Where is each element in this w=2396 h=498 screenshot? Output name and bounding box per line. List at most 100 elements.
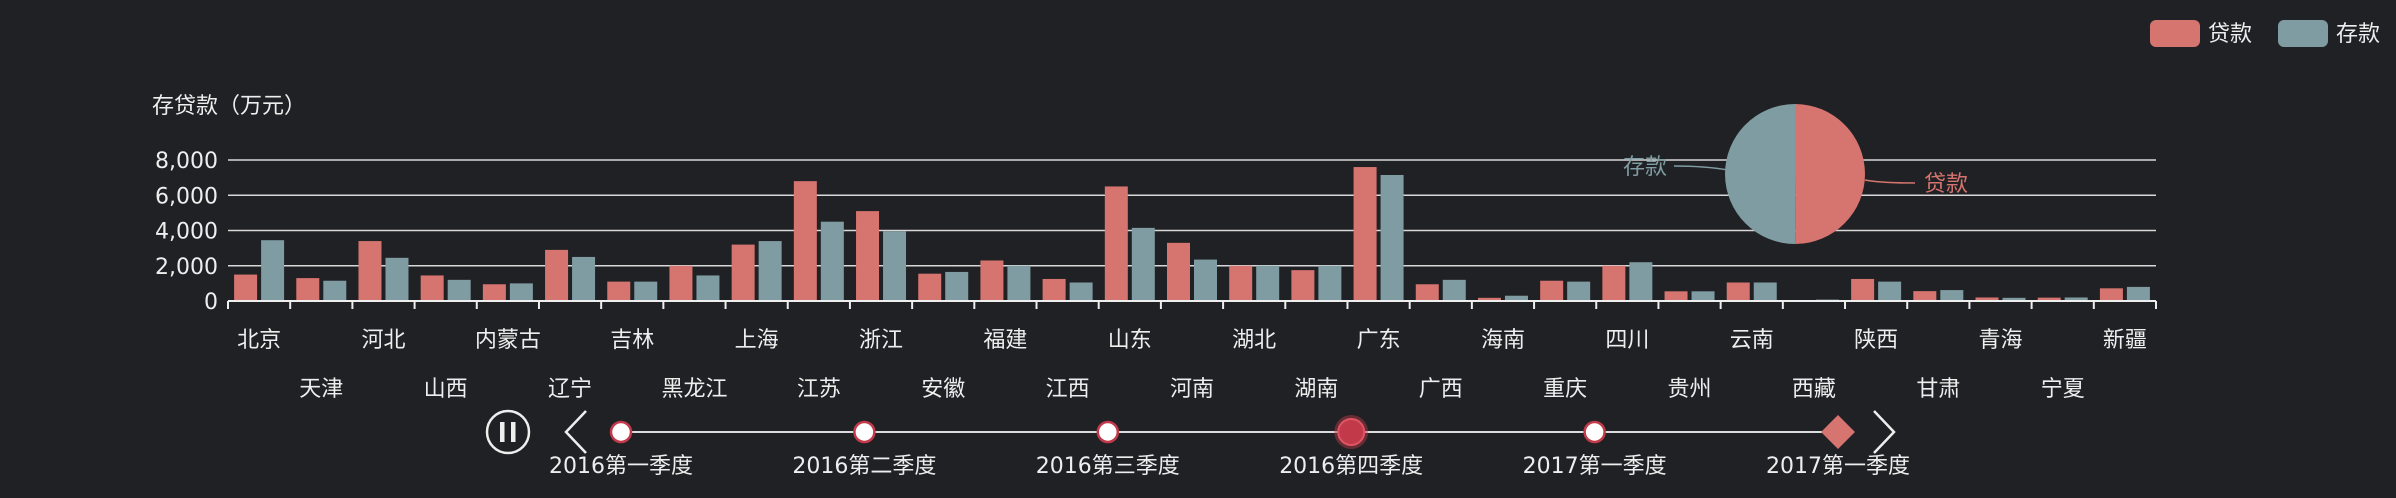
bar-loan[interactable] <box>918 273 942 301</box>
y-tick-label: 6,000 <box>155 184 218 209</box>
timeline-label[interactable]: 2017第一季度 <box>1523 454 1667 479</box>
legend-label-loan: 贷款 <box>2208 22 2252 47</box>
bar-loan[interactable] <box>420 275 444 301</box>
timeline-prev-button[interactable] <box>564 410 587 454</box>
bar-deposit[interactable] <box>1442 279 1466 301</box>
x-tick-label: 北京 <box>237 328 281 353</box>
bar-loan[interactable] <box>545 249 569 301</box>
x-tick-label: 湖北 <box>1232 328 1276 353</box>
timeline-point[interactable] <box>853 420 876 444</box>
bar-deposit[interactable] <box>509 283 533 301</box>
bar-loan[interactable] <box>1104 186 1128 301</box>
legend-item-loan[interactable]: 贷款 <box>2150 20 2252 47</box>
bar-loan[interactable] <box>1602 265 1626 301</box>
bar-loan[interactable] <box>1975 297 1999 301</box>
timeline-label[interactable]: 2016第四季度 <box>1279 454 1423 479</box>
x-tick-label: 广西 <box>1419 377 1463 402</box>
bar-deposit[interactable] <box>1131 227 1155 301</box>
bar-loan[interactable] <box>856 211 880 301</box>
x-axis <box>227 300 2157 309</box>
bar-deposit[interactable] <box>2064 297 2088 301</box>
bar-loan[interactable] <box>1042 278 1066 301</box>
y-axis-label: 存贷款（万元） <box>152 94 306 119</box>
bar-loan[interactable] <box>1415 284 1439 301</box>
bar-deposit[interactable] <box>1194 259 1217 301</box>
bar-loan[interactable] <box>296 278 320 301</box>
bar-loan[interactable] <box>1353 167 1377 301</box>
bar-deposit[interactable] <box>1256 265 1280 301</box>
bar-deposit[interactable] <box>1007 265 1031 301</box>
pause-icon <box>500 422 505 442</box>
bar-loan[interactable] <box>234 274 258 301</box>
bar-deposit[interactable] <box>883 231 907 301</box>
bar-deposit[interactable] <box>2126 286 2150 301</box>
bar-loan[interactable] <box>1477 297 1501 301</box>
y-tick-label: 4,000 <box>155 220 218 245</box>
bar-loan[interactable] <box>793 181 817 301</box>
x-tick-label: 甘肃 <box>1916 377 1960 402</box>
x-tick-label: 江苏 <box>797 377 841 402</box>
bar-loan[interactable] <box>607 281 631 301</box>
bar-deposit[interactable] <box>1504 295 1528 301</box>
timeline-point[interactable] <box>609 420 633 444</box>
x-tick-label: 青海 <box>1979 328 2023 353</box>
bar-loan[interactable] <box>1229 265 1253 301</box>
bar-loan[interactable] <box>1291 270 1315 301</box>
bar-deposit[interactable] <box>323 280 347 301</box>
bar-deposit[interactable] <box>572 256 596 301</box>
bar-loan[interactable] <box>1664 291 1688 301</box>
bar-loan[interactable] <box>2099 288 2123 301</box>
bar-loan[interactable] <box>1851 278 1875 301</box>
bar-loan[interactable] <box>980 260 1004 301</box>
bar-deposit[interactable] <box>1629 262 1653 301</box>
timeline-label[interactable]: 2016第一季度 <box>549 454 693 479</box>
bar-deposit[interactable] <box>1691 291 1715 301</box>
bar-deposit[interactable] <box>696 275 720 301</box>
pie-slice-loan[interactable] <box>1795 104 1865 244</box>
bar-loan[interactable] <box>2037 297 2061 301</box>
bar-loan[interactable] <box>482 284 506 301</box>
play-pause-button[interactable] <box>485 409 531 455</box>
bar-deposit[interactable] <box>1069 282 1093 301</box>
bar-deposit[interactable] <box>261 240 285 301</box>
bar-loan[interactable] <box>731 244 755 301</box>
bar-loan[interactable] <box>1913 291 1937 301</box>
timeline-label[interactable]: 2016第二季度 <box>792 454 936 479</box>
bar-deposit[interactable] <box>1940 290 1964 301</box>
bar-loan[interactable] <box>669 265 693 301</box>
bar-deposit[interactable] <box>1567 281 1591 301</box>
legend-item-deposit[interactable]: 存款 <box>2278 20 2380 47</box>
bar-loan[interactable] <box>1726 282 1750 301</box>
pie-slice-deposit[interactable] <box>1724 104 1796 245</box>
bar-deposit[interactable] <box>1753 282 1777 301</box>
timeline-points: 2016第一季度 2016第二季度 2016第三季度 2016第四季度 2017第一季度… <box>549 415 1910 479</box>
x-tick-labels: 北京天津河北山西内蒙古辽宁吉林黑龙江上海江苏浙江安徽福建江西山东河南湖北湖南广东… <box>237 328 2147 402</box>
bar-deposit[interactable] <box>447 279 471 301</box>
x-tick-label: 浙江 <box>859 328 903 353</box>
bar-loan[interactable] <box>1540 280 1564 301</box>
timeline-current-point[interactable] <box>1337 418 1366 446</box>
x-tick-label: 湖南 <box>1294 377 1338 402</box>
bar-deposit[interactable] <box>2002 297 2026 301</box>
x-tick-label: 福建 <box>983 328 1027 353</box>
bar-deposit[interactable] <box>945 271 969 301</box>
bar-deposit[interactable] <box>1878 281 1902 301</box>
bar-loan[interactable] <box>1167 242 1190 301</box>
x-tick-label: 河北 <box>361 328 405 353</box>
timeline-label[interactable]: 2017第一季度 <box>1766 454 1910 479</box>
bar-deposit[interactable] <box>1380 174 1404 301</box>
bar-deposit[interactable] <box>820 221 844 301</box>
bar-deposit[interactable] <box>385 257 409 301</box>
timeline-next-button[interactable] <box>1873 410 1896 454</box>
bar-deposit[interactable] <box>758 241 782 301</box>
timeline-label[interactable]: 2016第三季度 <box>1036 454 1180 479</box>
timeline-point[interactable] <box>1096 420 1120 444</box>
timeline: 2016第一季度 2016第二季度 2016第三季度 2016第四季度 2017第一季度… <box>485 409 1910 479</box>
timeline-diamond-marker[interactable] <box>1821 415 1855 449</box>
timeline-point[interactable] <box>1583 420 1606 444</box>
x-tick-label: 内蒙古 <box>475 328 541 353</box>
bar-loan[interactable] <box>358 241 382 301</box>
bar-deposit[interactable] <box>1318 265 1342 301</box>
bar-deposit[interactable] <box>634 281 658 301</box>
